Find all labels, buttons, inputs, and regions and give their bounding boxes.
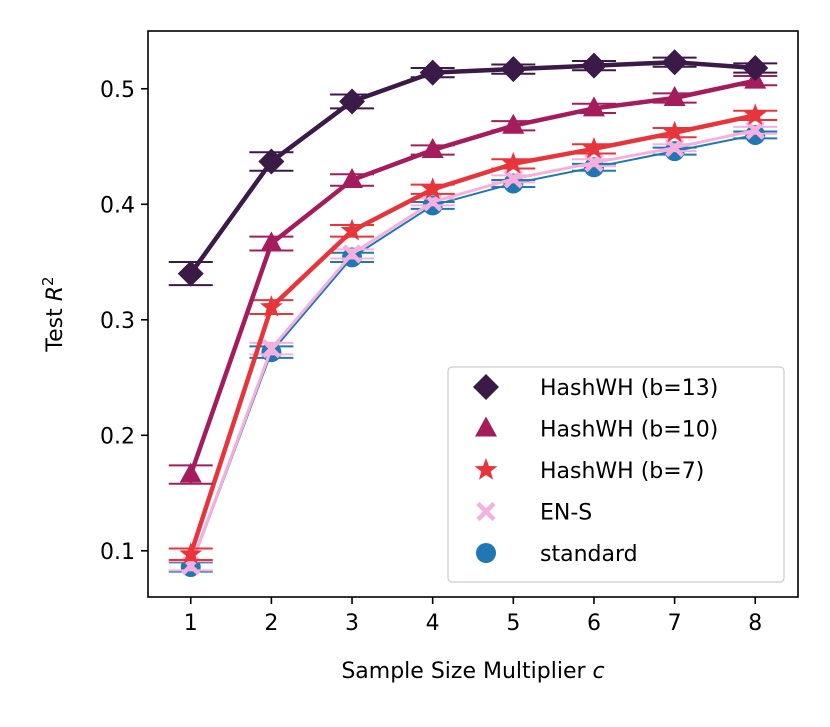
series-hashwh-b-7-point <box>340 218 364 241</box>
y-axis-label-text: Test <box>43 308 68 353</box>
x-tick-label: 3 <box>345 611 359 636</box>
legend-item: HashWH (b=7) <box>474 458 704 484</box>
x-tick-label: 1 <box>184 611 198 636</box>
y-axis-label-var: R <box>43 286 68 301</box>
series-hashwh-b-7-point <box>421 177 445 199</box>
series-hashwh-b-13-point <box>258 148 285 175</box>
plot-frame <box>147 30 799 598</box>
series-en-s-point <box>342 244 362 264</box>
legend-label: standard <box>540 542 638 567</box>
legend-label: HashWH (b=13) <box>540 376 718 401</box>
series-hashwh-b-10-point <box>663 86 686 106</box>
series-hashwh-b-7-point <box>501 151 525 174</box>
plot-data-layer <box>168 49 778 577</box>
series-en-s-point <box>261 339 281 359</box>
series-en-s-point <box>745 120 765 140</box>
series-hashwh-b-13 <box>168 49 778 287</box>
series-hashwh-b-10-point <box>421 137 444 158</box>
legend-marker <box>473 374 499 400</box>
series-hashwh-b-7-point <box>663 120 687 143</box>
x-tick-label: 7 <box>668 611 682 636</box>
legend-box <box>447 366 785 583</box>
series-en-s-point <box>665 138 685 158</box>
series-hashwh-b-10-point <box>260 231 283 252</box>
series-hashwh-b-7 <box>168 103 778 564</box>
legend-marker <box>474 458 498 480</box>
series-hashwh-b-13-point <box>661 49 688 76</box>
series-hashwh-b-10-line <box>188 78 756 476</box>
legend-label: EN-S <box>540 501 592 526</box>
series-en-s <box>168 120 778 576</box>
legend-marker <box>476 543 496 563</box>
legend-label: HashWH (b=7) <box>540 459 704 484</box>
x-axis-label: Sample Size Multiplier c <box>341 659 604 684</box>
legend-item: EN-S <box>476 501 592 526</box>
series-hashwh-b-10-point <box>179 462 202 483</box>
legend-marker <box>476 501 496 522</box>
x-tick-label: 6 <box>587 611 601 636</box>
series-hashwh-b-13-point <box>177 260 204 287</box>
legend-item: HashWH (b=10) <box>475 416 718 443</box>
y-tick-label: 0.1 <box>100 540 135 565</box>
x-axis-label-var: c <box>593 659 605 684</box>
y-axis-label: Test R2 <box>39 276 68 352</box>
series-hashwh-b-13-point <box>419 59 446 86</box>
legend-label: HashWH (b=10) <box>540 418 718 443</box>
series-hashwh-b-10-point <box>341 168 364 189</box>
x-axis-label-text: Sample Size Multiplier <box>341 659 586 684</box>
legend-marker <box>475 416 497 437</box>
series-hashwh-b-13-point <box>742 54 769 81</box>
series-hashwh-b-7-point <box>582 136 606 159</box>
legend: HashWH (b=13) HashWH (b=10) HashWH (b=7) EN… <box>447 366 785 583</box>
series-hashwh-b-7-point <box>259 295 283 317</box>
x-axis: 1 2 3 4 5 6 7 8 <box>184 597 762 636</box>
series-hashwh-b-7-point <box>179 542 203 564</box>
series-hashwh-b-10-point <box>582 96 605 117</box>
series-hashwh-b-13-point <box>580 52 607 79</box>
legend-item: standard <box>476 542 638 567</box>
y-axis: 0.1 0.2 0.3 0.4 0.5 <box>100 78 148 565</box>
series-hashwh-b-10-point <box>502 113 525 134</box>
series-en-s-point <box>503 169 523 189</box>
legend-item: HashWH (b=13) <box>473 374 718 401</box>
x-tick-label: 2 <box>264 611 278 636</box>
x-tick-label: 4 <box>426 611 440 636</box>
y-tick-label: 0.5 <box>100 78 135 103</box>
series-hashwh-b-7-point <box>743 103 767 126</box>
series-hashwh-b-13-point <box>500 56 527 83</box>
y-tick-label: 0.4 <box>100 193 135 218</box>
y-axis-label-sup: 2 <box>39 276 57 286</box>
x-tick-label: 5 <box>506 611 520 636</box>
series-hashwh-b-7-line <box>188 113 756 555</box>
series-hashwh-b-13-point <box>339 88 366 115</box>
series-hashwh-b-10 <box>168 68 778 485</box>
y-tick-label: 0.3 <box>100 309 135 334</box>
x-tick-label: 8 <box>748 611 762 636</box>
y-tick-label: 0.2 <box>100 424 135 449</box>
